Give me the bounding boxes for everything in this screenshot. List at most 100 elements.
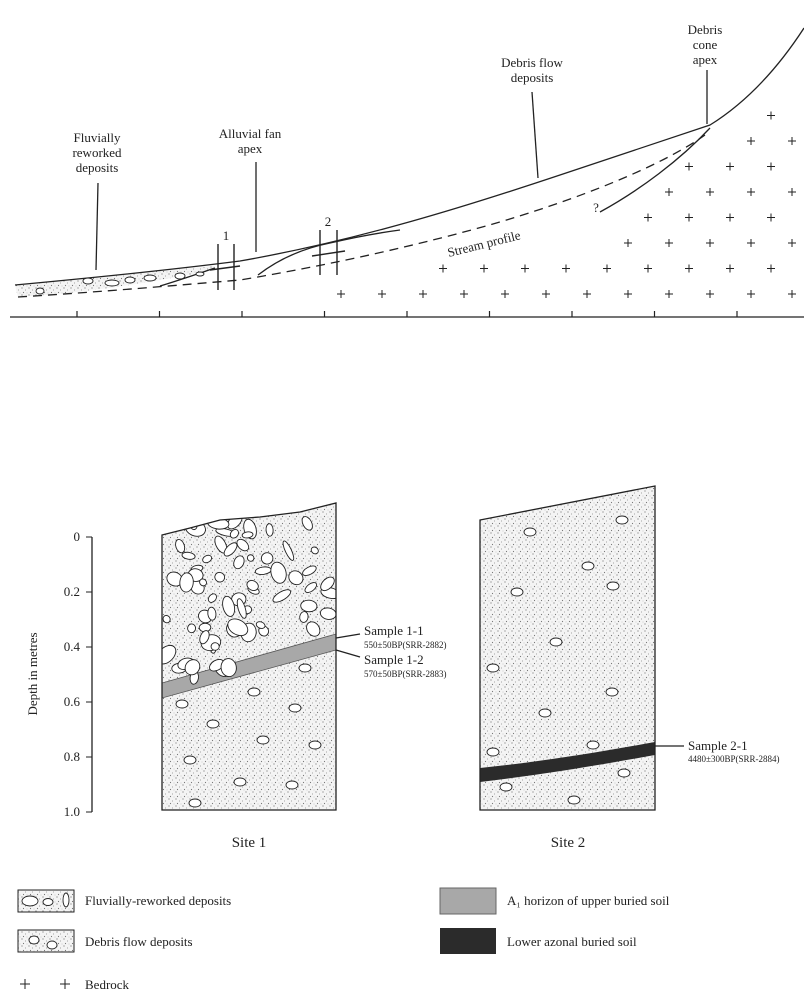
legend-pebbles	[28, 935, 58, 950]
pebble	[306, 621, 321, 637]
pebble	[288, 703, 302, 713]
pebble	[181, 551, 196, 560]
tick-label: 0	[74, 529, 81, 544]
pebble	[187, 623, 197, 634]
pebble	[308, 740, 322, 750]
sample-name: Sample 1-1	[364, 623, 424, 638]
pebble	[233, 777, 247, 787]
base-ticks	[76, 311, 738, 317]
label: deposits	[511, 70, 554, 85]
pebble	[199, 630, 210, 645]
pebble	[510, 587, 524, 597]
pebble	[175, 538, 186, 554]
profile-labels: Fluvially reworked deposits Alluvial fan…	[72, 22, 722, 260]
sections: Depth in metres 0 0.2 0.4 0.6 0.8 1.0 Sample …	[25, 485, 779, 851]
site-markers	[209, 230, 346, 290]
pebble	[549, 637, 563, 647]
ground-surface	[14, 27, 804, 286]
bedrock-symbols	[337, 111, 796, 298]
tick-label: 0.2	[64, 584, 80, 599]
pebble	[246, 579, 259, 591]
label: Debris flow	[501, 55, 563, 70]
site-2-column	[480, 486, 655, 810]
pebble	[246, 554, 255, 562]
pebble	[183, 755, 197, 765]
pebble	[214, 571, 226, 583]
pebble	[35, 287, 45, 295]
label: cone	[693, 37, 718, 52]
pebble	[227, 618, 249, 637]
pebble	[265, 523, 274, 537]
pebble	[179, 572, 194, 593]
label: reworked	[72, 145, 122, 160]
pebble	[162, 615, 171, 624]
pebbles	[162, 513, 336, 808]
pebble	[104, 279, 120, 287]
legend-label: A₁ horizon of upper buried soil	[507, 893, 670, 908]
pebble	[486, 747, 500, 757]
pebble	[615, 515, 629, 525]
pebble	[162, 644, 177, 665]
leaders	[95, 70, 708, 271]
pebble	[82, 277, 94, 285]
pebble	[199, 578, 207, 587]
legend-swatch	[17, 929, 75, 953]
legend-swatch	[440, 928, 496, 954]
stream-label: Stream profile	[446, 227, 522, 260]
pebble	[188, 798, 202, 808]
site-label: Site 2	[551, 835, 586, 851]
label: Debris	[688, 22, 723, 37]
pebble	[538, 708, 552, 718]
legend-label: Bedrock	[85, 977, 130, 992]
pebble	[229, 529, 239, 539]
site-2-outline	[479, 485, 656, 811]
pebble	[617, 768, 631, 778]
pebble	[320, 576, 335, 592]
pebble	[247, 687, 261, 697]
pebble	[523, 527, 537, 537]
pebble	[567, 795, 581, 805]
pebble	[605, 687, 619, 697]
site-number: 1	[223, 228, 230, 243]
pebble	[207, 593, 217, 603]
pebble	[270, 561, 287, 584]
pebble	[207, 606, 217, 621]
pebble	[288, 570, 304, 586]
tick-label: 0.8	[64, 749, 80, 764]
a1-horizon	[162, 633, 336, 699]
lower-soil	[480, 742, 655, 782]
pebble	[184, 659, 201, 676]
debris-edge	[257, 229, 401, 276]
site-1-outline	[161, 502, 337, 811]
site-number: 2	[325, 214, 332, 229]
pebble	[143, 274, 157, 282]
sample-name: Sample 1-2	[364, 652, 424, 667]
pebble	[300, 599, 318, 613]
legend-label: Debris flow deposits	[85, 934, 193, 949]
pebble	[256, 735, 270, 745]
label: Fluvially	[74, 130, 121, 145]
pebble	[223, 542, 238, 557]
pebbles	[486, 515, 631, 805]
sample-leaders	[335, 633, 684, 747]
label: apex	[693, 52, 718, 67]
pebble	[301, 516, 313, 531]
profile-diagram: Fluvially reworked deposits Alluvial fan…	[10, 22, 804, 318]
legend-label: Fluvially-reworked deposits	[85, 893, 231, 908]
pebble	[302, 565, 317, 576]
pebble	[174, 272, 186, 280]
sample-name: Sample 2-1	[688, 738, 748, 753]
label: deposits	[76, 160, 119, 175]
pebble	[124, 276, 136, 284]
pebble	[220, 658, 237, 678]
pebble	[581, 561, 595, 571]
site-2-layers	[480, 515, 655, 805]
tick-label: 1.0	[64, 804, 80, 819]
pebble	[233, 555, 245, 570]
site-label: Site 1	[232, 835, 267, 851]
pebble	[241, 531, 254, 539]
pebble	[195, 271, 205, 277]
legend: Fluvially-reworked deposits Debris flow …	[17, 887, 670, 992]
